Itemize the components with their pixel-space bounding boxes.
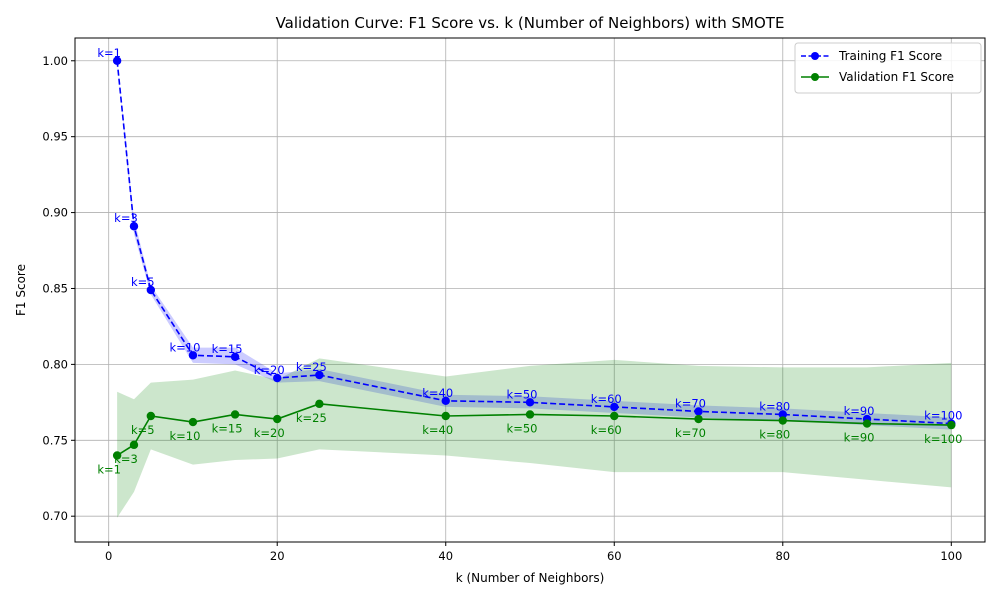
point-training: [525, 398, 535, 407]
x-tick-label: 100: [940, 549, 962, 563]
point-label-validation: k=50: [507, 421, 538, 435]
point-label-training: k=80: [759, 399, 790, 413]
legend-label-training: Training F1 Score: [838, 49, 942, 63]
point-validation: [230, 410, 240, 419]
x-tick-label: 20: [270, 549, 285, 563]
point-label-training: k=25: [296, 360, 327, 374]
point-label-validation: k=60: [591, 423, 622, 437]
point-validation: [315, 399, 324, 409]
y-tick-label: 0.80: [42, 357, 68, 371]
legend: Training F1 Score Validation F1 Score: [794, 42, 982, 94]
y-axis-ticks: 0.70 0.75 0.80 0.85 0.90 0.95 1.00: [42, 54, 75, 523]
point-training: [610, 402, 619, 412]
point-validation: [146, 411, 156, 421]
point-training: [112, 56, 122, 65]
point-validation: [694, 414, 703, 424]
legend-marker-validation: [811, 73, 819, 81]
point-labels: k=1k=3k=5k=10 k=15k=20 k=25k=40 k=50 k=60 k=7…: [97, 46, 962, 477]
point-label-validation: k=25: [296, 411, 327, 425]
point-label-validation: k=80: [759, 428, 790, 442]
point-label-validation: k=90: [844, 431, 875, 445]
line-validation: [116, 403, 952, 457]
point-training: [129, 222, 139, 231]
point-training: [315, 370, 324, 380]
point-validation: [862, 419, 872, 428]
y-tick-label: 0.85: [42, 281, 68, 295]
point-label-validation: k=1: [97, 462, 121, 476]
point-validation: [188, 417, 198, 427]
point-validation: [947, 420, 956, 430]
point-label-validation: k=20: [254, 426, 285, 440]
series-points: [112, 56, 956, 460]
y-tick-label: 0.95: [42, 130, 68, 144]
plot-frame: [74, 37, 986, 543]
x-tick-label: 40: [438, 549, 453, 563]
point-validation: [129, 440, 139, 450]
point-label-training: k=70: [675, 396, 706, 410]
point-training: [230, 352, 240, 361]
point-validation: [778, 416, 787, 425]
x-tick-label: 0: [105, 549, 112, 563]
y-tick-label: 0.90: [42, 206, 68, 220]
point-label-training: k=5: [131, 275, 155, 289]
chart-title: Validation Curve: F1 Score vs. k (Number…: [276, 14, 785, 32]
point-label-validation: k=100: [924, 432, 962, 446]
y-axis-label: F1 Score: [14, 264, 28, 316]
x-tick-label: 80: [775, 549, 790, 563]
point-training: [694, 407, 703, 416]
point-label-validation: k=70: [675, 426, 706, 440]
point-validation: [610, 411, 619, 421]
point-label-validation: k=40: [422, 423, 453, 437]
point-validation: [441, 411, 450, 421]
point-label-training: k=90: [844, 404, 875, 418]
x-tick-label: 60: [607, 549, 622, 563]
y-tick-label: 0.75: [42, 433, 68, 447]
x-axis-ticks: 0 20 40 60 80 100: [105, 542, 962, 563]
point-label-training: k=20: [254, 363, 285, 377]
point-training: [778, 410, 787, 419]
point-training: [273, 373, 282, 383]
series-lines: [116, 60, 952, 457]
point-training: [441, 396, 450, 406]
point-label-validation: k=3: [114, 452, 138, 466]
point-label-training: k=1: [97, 46, 121, 60]
point-label-training: k=15: [212, 342, 243, 356]
line-training: [116, 60, 952, 425]
grid: [75, 38, 985, 542]
legend-label-validation: Validation F1 Score: [839, 70, 954, 84]
point-label-validation: k=10: [169, 429, 200, 443]
x-axis-label: k (Number of Neighbors): [456, 571, 605, 585]
point-label-training: k=60: [591, 392, 622, 406]
band-validation: [117, 358, 952, 518]
point-label-validation: k=5: [131, 423, 155, 437]
y-tick-label: 1.00: [42, 54, 68, 68]
point-label-training: k=10: [169, 340, 200, 354]
point-label-training: k=50: [507, 387, 538, 401]
y-tick-label: 0.70: [42, 509, 68, 523]
point-label-training: k=100: [924, 409, 962, 423]
point-label-training: k=40: [422, 386, 453, 400]
legend-marker-training: [811, 52, 819, 60]
confidence-bands: [117, 60, 952, 518]
point-validation: [112, 451, 122, 460]
point-training: [188, 351, 198, 360]
point-validation: [273, 414, 282, 424]
point-validation: [525, 410, 535, 419]
legend-box: [794, 42, 982, 94]
point-label-training: k=3: [114, 211, 138, 225]
point-training: [146, 285, 156, 295]
point-label-validation: k=15: [212, 421, 243, 435]
